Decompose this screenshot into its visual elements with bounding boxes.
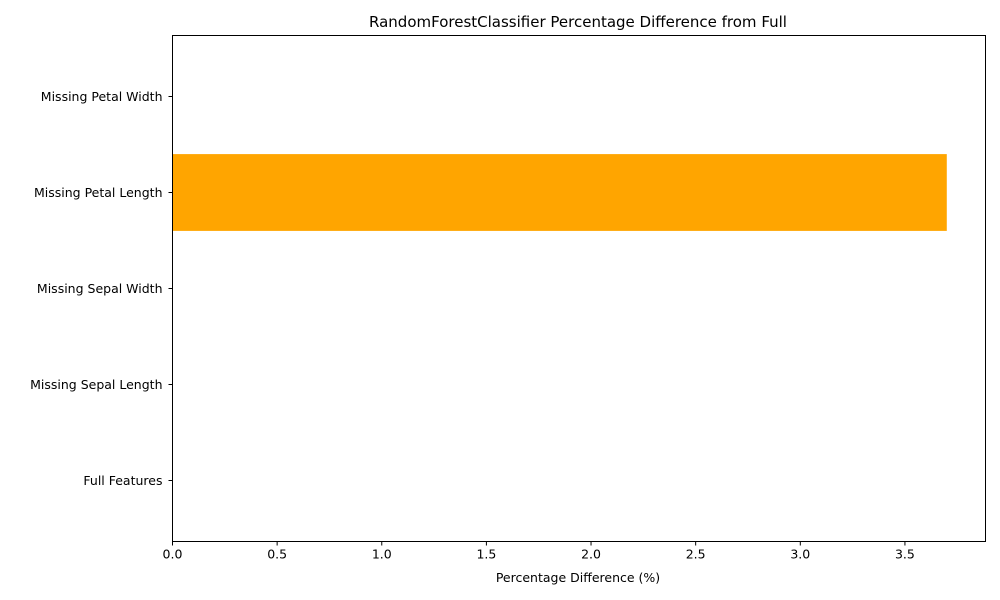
y-tick-label: Missing Petal Length <box>34 185 163 200</box>
chart-title: RandomForestClassifier Percentage Differ… <box>369 13 787 31</box>
y-tick-label: Missing Sepal Length <box>30 377 162 392</box>
x-tick-label: 2.0 <box>581 547 601 562</box>
plot-frame <box>172 35 986 542</box>
x-axis-label: Percentage Difference (%) <box>496 570 660 585</box>
bar-missing-petal-length <box>172 154 947 231</box>
x-axis: 0.0 0.5 1.0 1.5 2.0 2.5 3.0 3.5 <box>163 541 915 562</box>
y-tick-label: Full Features <box>83 473 162 488</box>
x-tick-label: 3.0 <box>790 547 810 562</box>
x-tick-label: 0.0 <box>163 547 183 562</box>
x-tick-label: 1.5 <box>476 547 496 562</box>
y-axis: Full Features Missing Sepal Length Missing… <box>30 89 173 488</box>
plot-area <box>172 35 986 542</box>
x-tick-label: 3.5 <box>895 547 915 562</box>
y-tick-label: Missing Sepal Width <box>37 281 163 296</box>
x-tick-label: 0.5 <box>267 547 287 562</box>
x-tick-label: 2.5 <box>686 547 706 562</box>
y-tick-label: Missing Petal Width <box>41 89 163 104</box>
x-tick-label: 1.0 <box>372 547 392 562</box>
bars-group <box>172 154 947 231</box>
